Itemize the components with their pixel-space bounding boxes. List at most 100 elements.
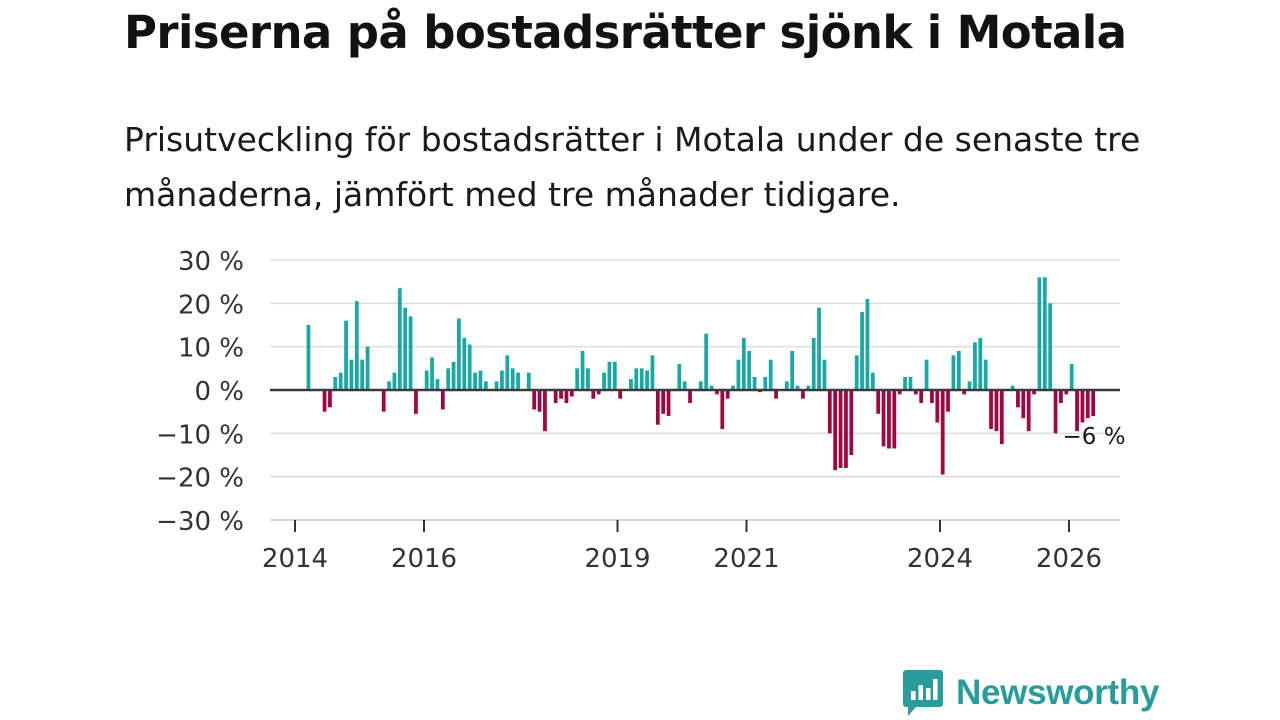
bar bbox=[328, 390, 332, 408]
last-value-annotation: −6 % bbox=[1063, 424, 1126, 450]
bar bbox=[1059, 390, 1063, 403]
y-tick-label: 10 % bbox=[178, 334, 244, 364]
x-tick-label: 2014 bbox=[262, 544, 328, 574]
bar bbox=[887, 390, 891, 449]
tick-labels: 30 % 20 % 10 % 0 % −10 % −20 % −30 % 2014 2016 20… bbox=[156, 247, 1125, 574]
bar-chart: 30 % 20 % 10 % 0 % −10 % −20 % −30 % 2014 2016 20… bbox=[156, 247, 1125, 574]
bar bbox=[586, 368, 590, 390]
bar bbox=[537, 390, 542, 412]
bar bbox=[763, 377, 768, 390]
bar bbox=[1010, 385, 1015, 390]
bar bbox=[457, 318, 461, 390]
bar bbox=[736, 359, 741, 390]
bar bbox=[510, 368, 515, 390]
bar bbox=[962, 390, 967, 395]
bar bbox=[688, 390, 692, 403]
bar bbox=[607, 361, 612, 390]
bar bbox=[596, 390, 601, 395]
bar bbox=[784, 381, 789, 390]
bar bbox=[1026, 390, 1031, 432]
bar bbox=[655, 390, 660, 425]
bar bbox=[741, 338, 746, 390]
x-tick-label: 2019 bbox=[584, 544, 650, 574]
bar bbox=[919, 390, 924, 403]
chart-subtitle: Prisutveckling för bostadsrätter i Motal… bbox=[124, 120, 1141, 214]
bar bbox=[978, 338, 983, 390]
bar bbox=[612, 361, 617, 390]
bar bbox=[844, 390, 848, 468]
x-tick-label: 2021 bbox=[713, 544, 779, 574]
bar bbox=[908, 377, 913, 390]
bar bbox=[392, 372, 397, 390]
bar bbox=[553, 390, 558, 403]
chart-title: Priserna på bostadsrätter sjönk i Motala bbox=[124, 6, 1127, 59]
bar bbox=[1080, 390, 1085, 423]
bar bbox=[333, 377, 338, 390]
bar bbox=[715, 390, 719, 395]
bar bbox=[505, 355, 510, 390]
bar bbox=[827, 390, 832, 434]
bar bbox=[580, 351, 585, 390]
bar bbox=[338, 372, 343, 390]
bar bbox=[650, 355, 655, 390]
bar bbox=[430, 357, 434, 390]
bar bbox=[516, 372, 520, 390]
bar bbox=[666, 390, 671, 416]
bar bbox=[602, 372, 606, 390]
newsworthy-logo-icon bbox=[903, 670, 943, 716]
bar bbox=[838, 390, 843, 468]
bar bbox=[446, 368, 451, 390]
bar bbox=[682, 381, 687, 390]
bar bbox=[790, 351, 795, 390]
bar bbox=[677, 364, 682, 390]
bar bbox=[876, 390, 881, 414]
bar bbox=[1016, 390, 1020, 408]
bar bbox=[709, 385, 714, 390]
bar bbox=[720, 390, 725, 429]
bar bbox=[467, 344, 472, 390]
bar bbox=[349, 359, 354, 390]
bar bbox=[591, 390, 596, 399]
bar bbox=[639, 368, 644, 390]
bar bbox=[564, 390, 569, 403]
bar bbox=[897, 390, 902, 395]
bar bbox=[849, 390, 854, 455]
bar bbox=[440, 390, 445, 410]
bar bbox=[559, 390, 563, 399]
bar bbox=[414, 390, 418, 414]
bar bbox=[811, 338, 816, 390]
bar bbox=[569, 390, 574, 397]
bar bbox=[806, 385, 811, 390]
bar bbox=[854, 355, 859, 390]
bar bbox=[967, 381, 972, 390]
bar-series bbox=[306, 277, 1096, 475]
bar bbox=[822, 359, 827, 390]
bar bbox=[408, 316, 413, 390]
x-tick-label: 2026 bbox=[1036, 544, 1102, 574]
bar bbox=[747, 351, 752, 390]
bar bbox=[1069, 364, 1074, 390]
bar bbox=[435, 379, 440, 390]
bar bbox=[543, 390, 547, 432]
bar bbox=[1032, 390, 1036, 395]
bar bbox=[645, 370, 649, 390]
bar bbox=[860, 312, 864, 390]
bar bbox=[526, 372, 531, 390]
x-tick-label: 2024 bbox=[907, 544, 973, 574]
bar bbox=[397, 288, 402, 390]
bar bbox=[973, 342, 977, 390]
newsworthy-logo-text: Newsworthy bbox=[956, 673, 1160, 712]
bar bbox=[1037, 277, 1042, 390]
bar bbox=[801, 390, 805, 399]
bar bbox=[661, 390, 666, 414]
bar bbox=[999, 390, 1004, 445]
bar bbox=[768, 359, 773, 390]
newsworthy-logo: Newsworthy bbox=[902, 668, 1159, 718]
bar bbox=[322, 390, 327, 412]
bar bbox=[956, 351, 961, 390]
bar bbox=[629, 379, 633, 390]
bar bbox=[532, 390, 537, 410]
bar bbox=[795, 385, 800, 390]
bar bbox=[951, 355, 956, 390]
bar bbox=[618, 390, 623, 399]
